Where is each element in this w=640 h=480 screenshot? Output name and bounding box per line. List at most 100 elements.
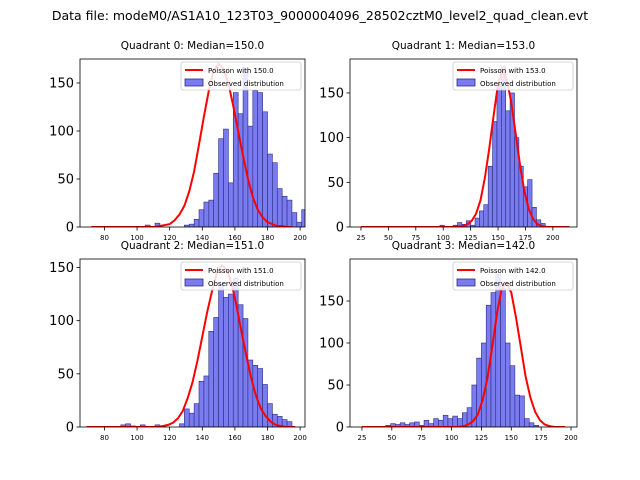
y-tick-label: 100: [49, 314, 74, 329]
histogram-bar: [272, 162, 278, 227]
x-tick-label: 100: [445, 434, 458, 442]
histogram-bar: [492, 121, 498, 227]
x-tick-label: 25: [357, 434, 366, 442]
y-tick-label: 0: [336, 421, 344, 436]
histogram-bar: [203, 375, 210, 427]
histogram-bar: [301, 209, 305, 227]
histogram-bar: [203, 201, 210, 227]
x-tick-label: 180: [261, 434, 274, 442]
histogram-bar: [509, 365, 516, 427]
plot-area-0: [91, 62, 321, 227]
histogram-bar: [505, 110, 511, 227]
histogram-bar: [257, 92, 263, 227]
x-tick-label: 200: [546, 234, 559, 242]
legend: Poisson with 150.0 Observed distribution: [180, 61, 302, 91]
y-tick-label: 50: [327, 176, 344, 191]
subplot-1: 25 50 75 100 125 150 175 200 0 50 100 150 Quadrant 1…: [319, 40, 578, 242]
x-tick-label: 150: [505, 434, 518, 442]
x-tick-label: 120: [163, 434, 176, 442]
histogram-bar: [262, 384, 268, 427]
histogram-bar: [188, 412, 195, 427]
x-tick-label: 100: [130, 234, 143, 242]
histogram-bar: [447, 418, 454, 427]
plot-area-3: [361, 273, 566, 427]
histogram-bar: [483, 204, 489, 227]
histogram-bar: [291, 212, 298, 227]
legend-observed-label: Observed distribution: [208, 80, 284, 88]
y-tick-label: 100: [49, 125, 74, 140]
y-tick-label: 150: [49, 77, 74, 92]
histogram-bar: [247, 125, 254, 227]
legend-box: [180, 261, 302, 291]
histogram-bar: [267, 403, 273, 427]
histogram-bar: [228, 293, 234, 427]
x-tick-label: 125: [464, 234, 477, 242]
subplot-title: Quadrant 1: Median=153.0: [392, 40, 535, 52]
axes-frame: [349, 58, 578, 228]
plot-area-2: [86, 263, 296, 427]
legend-box: [452, 261, 574, 291]
histogram-bar: [223, 296, 229, 427]
legend-poisson-label: Poisson with 150.0: [208, 67, 274, 75]
x-tick-label: 100: [130, 434, 143, 442]
y-tick-label: 100: [319, 131, 344, 146]
subplot-2: 80 100 120 140 160 180 200 0 50 100 150 Quadrant 2:…: [49, 240, 307, 442]
histogram-bar: [228, 182, 234, 227]
legend: Poisson with 142.0 Observed distribution: [452, 261, 574, 291]
histogram-bar: [479, 210, 485, 227]
y-tick-label: 0: [66, 421, 74, 436]
y-tick-label: 0: [66, 221, 74, 236]
histogram-bar: [433, 418, 439, 427]
histogram-bar: [312, 215, 317, 227]
x-tick-label: 125: [475, 434, 488, 442]
histogram-bar: [423, 419, 430, 427]
legend-observed-label: Observed distribution: [480, 280, 556, 288]
histogram-bar: [213, 317, 219, 427]
y-tick-label: 50: [57, 173, 74, 188]
legend-bar-swatch: [456, 278, 476, 287]
histogram-bar: [262, 111, 268, 227]
histogram-bar: [296, 221, 303, 227]
y-tick-label: 50: [327, 379, 344, 394]
histogram-bar: [218, 138, 224, 227]
histogram-bar: [528, 422, 535, 427]
x-tick-label: 120: [163, 234, 176, 242]
x-tick-label: 150: [491, 234, 504, 242]
legend-poisson-label: Poisson with 151.0: [208, 267, 274, 275]
histogram-bar: [193, 219, 200, 227]
y-tick-label: 150: [49, 261, 74, 276]
histogram-bar: [188, 223, 195, 227]
histogram-bar: [316, 224, 321, 227]
legend: Poisson with 151.0 Observed distribution: [180, 261, 302, 291]
histogram-bar: [490, 292, 497, 427]
poisson-curve: [86, 263, 296, 427]
x-tick-label: 200: [564, 434, 577, 442]
y-tick-label: 50: [57, 367, 74, 382]
histogram-bar: [505, 342, 511, 427]
x-tick-label: 25: [357, 234, 366, 242]
histogram-bar: [519, 395, 525, 427]
histogram-bar: [184, 408, 190, 427]
y-tick-label: 100: [319, 337, 344, 352]
histogram-bar: [442, 414, 449, 427]
histogram-bar: [193, 403, 200, 427]
legend: Poisson with 153.0 Observed distribution: [452, 61, 574, 91]
histogram-bar: [307, 222, 312, 227]
histogram-bar: [496, 83, 502, 227]
y-tick-label: 0: [336, 221, 344, 236]
histogram-bar: [524, 418, 530, 427]
subplot-title: Quadrant 2: Median=151.0: [121, 240, 264, 252]
histogram-bar: [198, 209, 205, 227]
x-tick-label: 50: [387, 434, 396, 442]
x-tick-label: 50: [384, 234, 393, 242]
x-tick-label: 80: [100, 434, 109, 442]
x-tick-label: 80: [100, 234, 109, 242]
x-tick-label: 160: [228, 434, 241, 442]
poisson-curve: [91, 62, 292, 227]
histogram-bar: [198, 380, 205, 427]
x-tick-label: 175: [534, 434, 547, 442]
subplot-3: 25 50 75 100 125 150 175 200 0 50 100 150 Quadrant 3…: [319, 240, 578, 442]
histogram-bar: [500, 288, 506, 427]
x-tick-label: 200: [293, 434, 306, 442]
